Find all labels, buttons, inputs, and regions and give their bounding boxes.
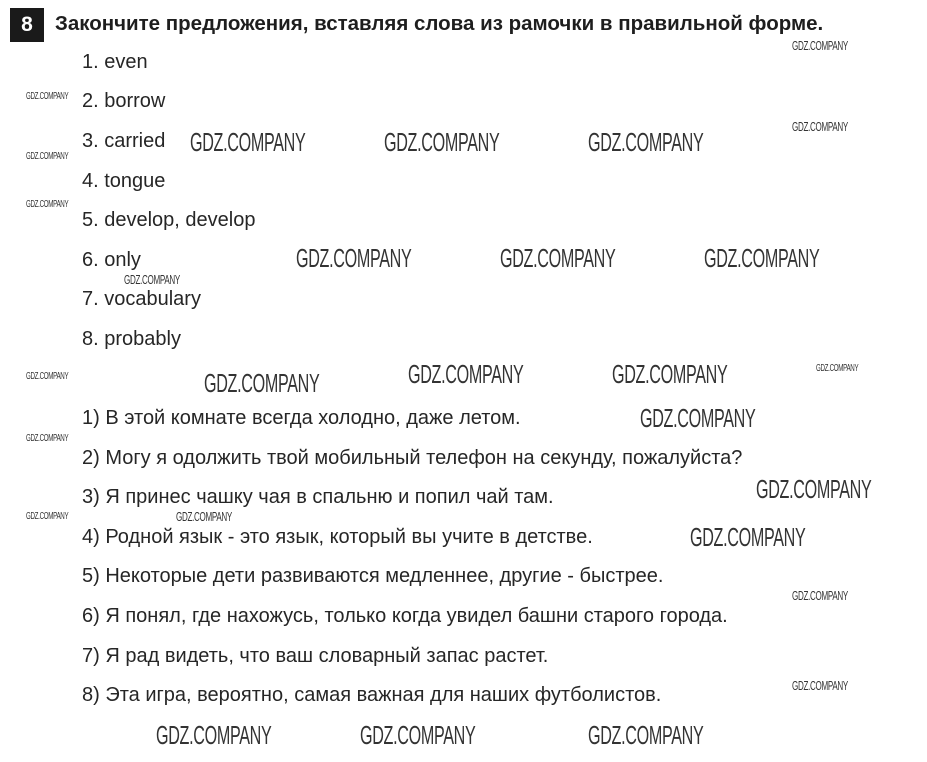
answer-item: 5. develop, develop (82, 209, 256, 231)
watermark: GDZ.COMPANY (756, 474, 872, 504)
watermark: GDZ.COMPANY (156, 720, 272, 750)
translation-item: 1) В этой комнате всегда холодно, даже л… (82, 407, 521, 429)
watermark: GDZ.COMPANY (296, 243, 412, 273)
watermark: GDZ.COMPANY (792, 119, 849, 134)
answer-item: 2. borrow (82, 90, 166, 112)
translation-item: 5) Некоторые дети развиваются медленнее,… (82, 565, 664, 587)
watermark: GDZ.COMPANY (612, 359, 728, 389)
translation-item: 7) Я рад видеть, что ваш словарный запас… (82, 645, 549, 667)
answer-item: 3. carried (82, 130, 166, 152)
watermark: GDZ.COMPANY (26, 151, 69, 162)
watermark: GDZ.COMPANY (190, 127, 306, 157)
watermark: GDZ.COMPANY (640, 403, 756, 433)
watermark: GDZ.COMPANY (816, 363, 859, 374)
watermark: GDZ.COMPANY (26, 91, 69, 102)
answer-item: 6. only (82, 249, 141, 271)
watermark: GDZ.COMPANY (690, 522, 806, 552)
watermark: GDZ.COMPANY (124, 272, 181, 287)
watermark: GDZ.COMPANY (360, 720, 476, 750)
watermark: GDZ.COMPANY (204, 368, 320, 398)
watermark: GDZ.COMPANY (176, 509, 233, 524)
answer-item: 4. tongue (82, 170, 166, 192)
watermark: GDZ.COMPANY (500, 243, 616, 273)
answer-item: 1. even (82, 51, 148, 73)
watermark: GDZ.COMPANY (408, 359, 524, 389)
watermark: GDZ.COMPANY (26, 371, 69, 382)
answer-item: 8. probably (82, 328, 181, 350)
watermark: GDZ.COMPANY (26, 433, 69, 444)
answer-item: 7. vocabulary (82, 288, 201, 310)
translation-item: 8) Эта игра, вероятно, самая важная для … (82, 684, 662, 706)
watermark: GDZ.COMPANY (704, 243, 820, 273)
watermark: GDZ.COMPANY (384, 127, 500, 157)
watermark: GDZ.COMPANY (792, 588, 849, 603)
watermark: GDZ.COMPANY (588, 127, 704, 157)
translation-item: 6) Я понял, где нахожусь, только когда у… (82, 605, 728, 627)
exercise-title: Закончите предложения, вставляя слова из… (55, 12, 824, 35)
watermark: GDZ.COMPANY (26, 511, 69, 522)
exercise-number-badge: 8 (10, 8, 44, 42)
watermark: GDZ.COMPANY (792, 38, 849, 53)
translation-item: 4) Родной язык - это язык, который вы уч… (82, 526, 593, 548)
watermark: GDZ.COMPANY (588, 720, 704, 750)
watermark: GDZ.COMPANY (792, 678, 849, 693)
translation-item: 3) Я принес чашку чая в спальню и попил … (82, 486, 554, 508)
watermark: GDZ.COMPANY (26, 199, 69, 210)
translation-item: 2) Могу я одолжить твой мобильный телефо… (82, 447, 743, 469)
